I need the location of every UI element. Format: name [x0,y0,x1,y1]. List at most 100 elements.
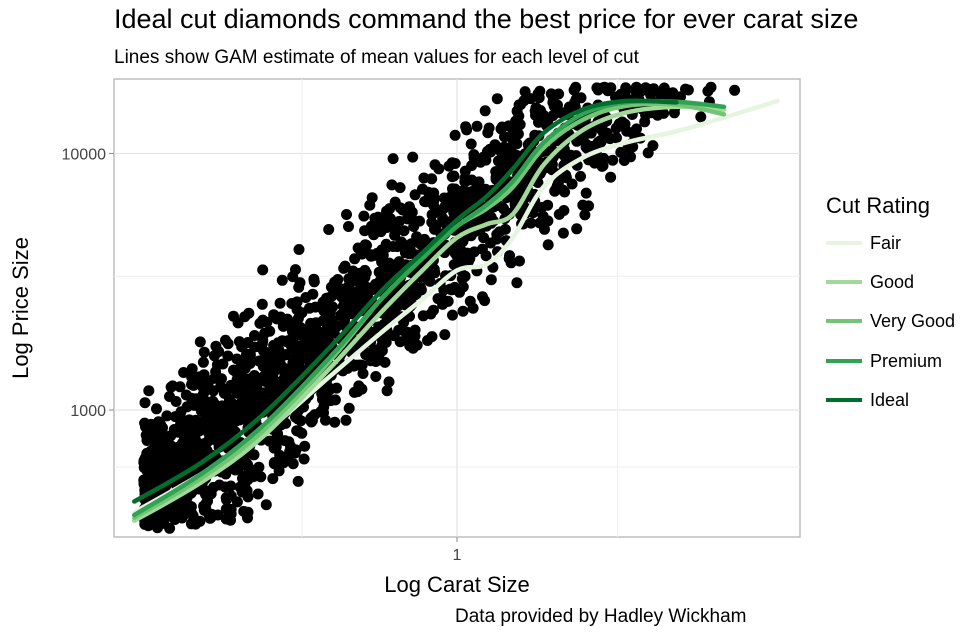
legend-item-very-good: Very Good [826,310,955,332]
scatter-point [428,194,440,206]
scatter-point [485,274,497,286]
scatter-point [248,400,260,412]
scatter-point [220,334,231,346]
scatter-point [242,459,254,471]
scatter-point [449,243,461,255]
scatter-point [358,210,370,222]
scatter-point [276,274,288,286]
scatter-point [210,366,222,378]
scatter-point [247,409,259,421]
scatter-point [357,368,369,379]
legend-swatch-very-good [826,319,862,323]
scatter-point [337,300,349,312]
scatter-point [448,259,460,271]
scatter-point [203,509,215,521]
scatter-point [323,384,335,396]
scatter-point [189,432,201,444]
scatter-point [339,260,351,272]
scatter-point [579,209,591,221]
scatter-point [279,363,291,374]
scatter-point [625,151,637,163]
scatter-point [539,223,550,235]
scatter-point [376,256,388,268]
scatter-point [503,253,515,265]
scatter-point [323,224,335,235]
scatter-point [619,87,631,99]
scatter-point [287,458,299,470]
scatter-point [340,414,352,426]
scatter-point [175,406,187,418]
scatter-point [405,238,417,250]
scatter-point [422,335,433,346]
scatter-point [461,124,473,136]
scatter-point [386,179,398,191]
scatter-point [234,414,245,426]
legend-item-fair: Fair [826,232,901,254]
scatter-point [406,332,418,344]
legend-item-premium: Premium [826,350,942,372]
scatter-point [511,277,523,289]
scatter-point [217,383,229,395]
scatter-point [468,149,480,161]
scatter-point [439,329,451,341]
scatter-point [433,163,445,175]
legend-label-fair: Fair [870,232,901,253]
scatter-point [284,445,296,457]
scatter-point [563,101,575,113]
scatter-point [542,239,554,251]
scatter-point [143,385,155,397]
y-tick-label-0: 1000 [70,403,106,420]
scatter-point [465,138,477,150]
scatter-point [170,396,182,407]
scatter-point [190,393,202,405]
scatter-point [491,93,503,105]
scatter-point [638,83,650,95]
scatter-point [430,221,442,233]
scatter-point [450,197,462,209]
scatter-point [329,416,341,428]
scatter-point [705,81,717,93]
scatter-point [356,248,368,260]
scatter-point [269,363,281,375]
scatter-point [384,203,396,215]
scatter-point [428,263,440,275]
scatter-point [682,84,694,96]
scatter-point [178,367,190,378]
scatter-point [558,205,570,216]
scatter-point [194,336,206,348]
scatter-point [454,286,465,298]
scatter-point [369,218,381,230]
scatter-point [560,154,572,166]
scatter-point [293,425,305,437]
scatter-point [301,332,313,344]
scatter-point [549,185,561,197]
scatter-point [428,304,439,316]
scatter-point [482,127,494,139]
scatter-point [294,277,306,289]
scatter-point [267,352,279,364]
scatter-point [642,147,654,159]
scatter-point [308,340,320,351]
scatter-point [387,153,399,165]
scatter-point [197,444,209,455]
scatter-point [277,320,289,332]
scatter-point [290,356,302,368]
scatter-point [342,281,354,293]
scatter-point [204,402,216,414]
scatter-point [398,317,410,328]
scatter-point [375,246,387,258]
scatter-point [239,362,251,374]
scatter-point [141,432,153,444]
scatter-point [351,359,363,371]
scatter-point [533,92,545,104]
scatter-point [498,143,510,155]
legend-label-very-good: Very Good [870,310,956,331]
scatter-point [139,518,151,530]
scatter-point [597,160,609,172]
scatter-point [575,170,586,182]
scatter-point [622,142,634,154]
scatter-point [261,365,273,377]
scatter-point [398,225,410,237]
scatter-point [366,284,377,296]
scatter-point [577,199,589,211]
